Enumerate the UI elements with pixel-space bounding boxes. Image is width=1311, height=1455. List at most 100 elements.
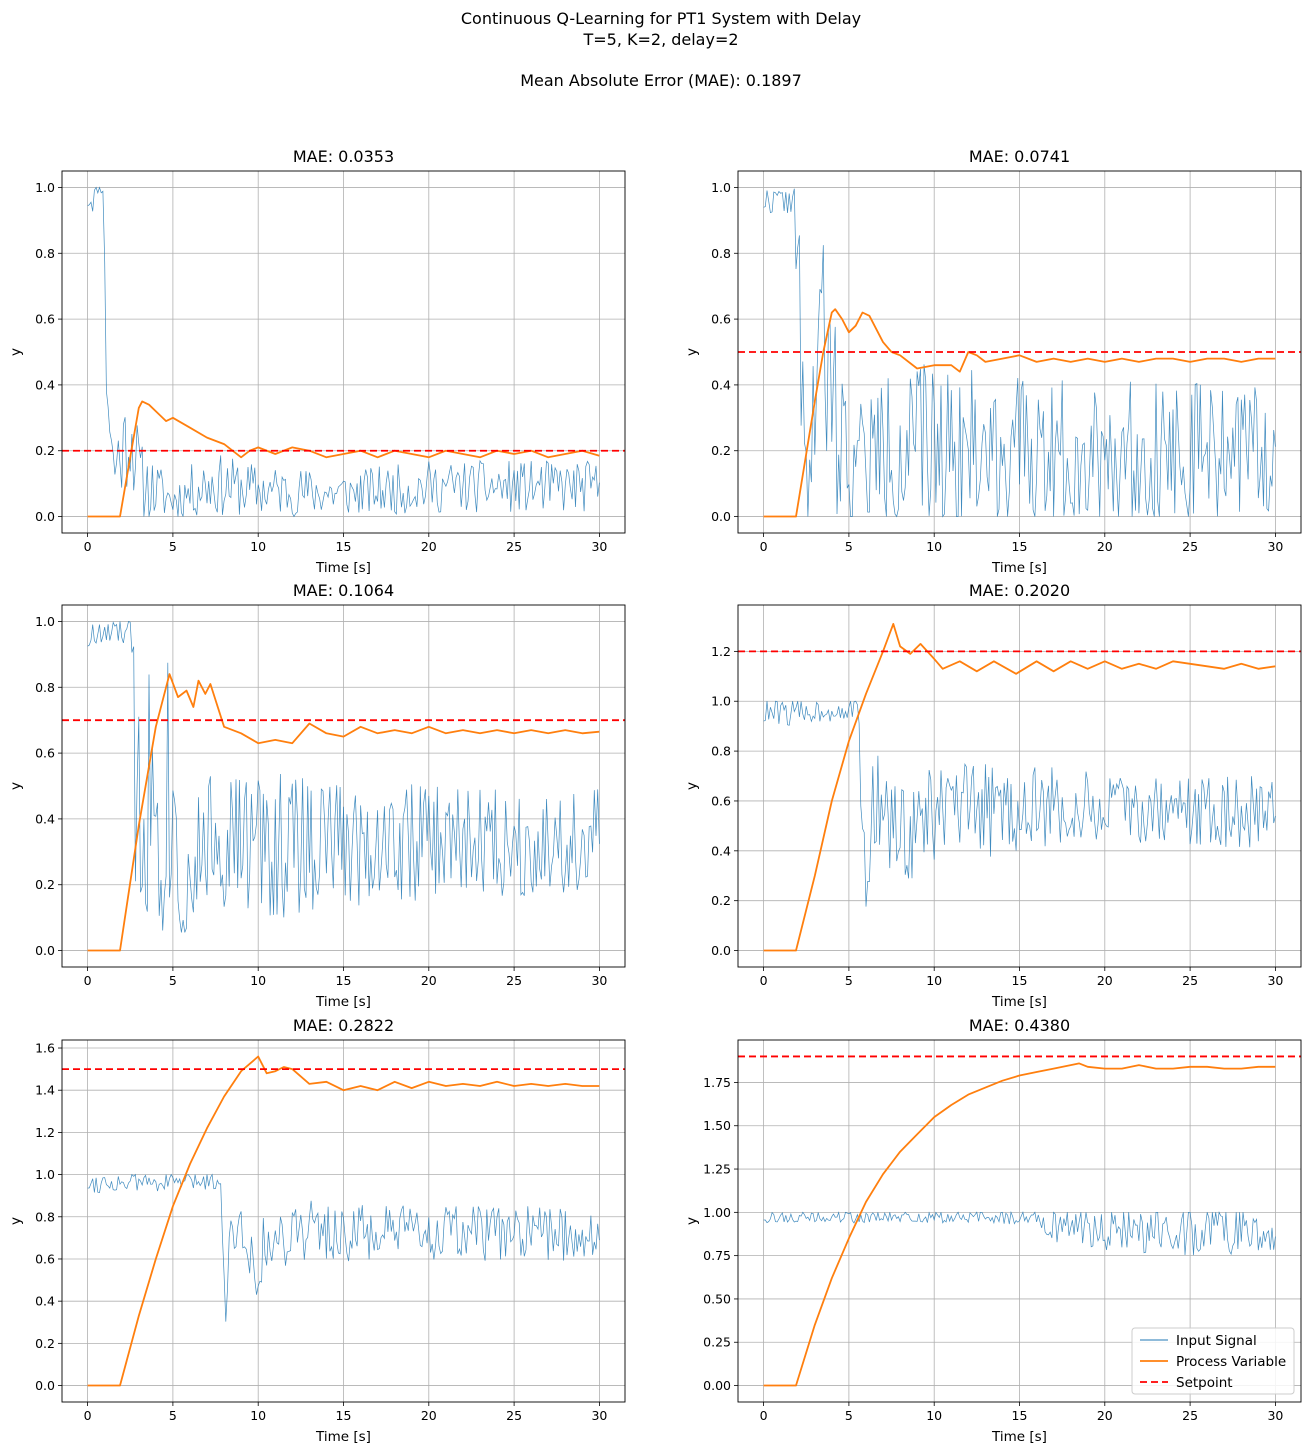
legend: Input Signal Process Variable Setpoint [1131,1327,1295,1395]
y-tick-label: 0.2 [35,1336,55,1351]
x-tick-label: 30 [591,1408,607,1423]
y-tick-label: 0.8 [711,744,731,759]
y-tick-label: 0.8 [35,246,55,261]
input-signal-line [87,186,600,518]
y-tick-label: 1.0 [711,180,731,195]
x-axis-label: Time [s] [315,1429,371,1445]
x-tick-label: 15 [336,539,352,554]
subplot-6: 0 5 10 15 20 25 30 0.00 0.25 0.50 0.75 1.00 1.25 1.50… [684,1016,1302,1445]
input-signal-line [763,1210,1276,1256]
y-tick-label: 0.0 [711,509,731,524]
y-tick-label: 0.75 [703,1248,731,1263]
x-tick-label: 20 [421,539,437,554]
x-tick-label: 0 [760,973,768,988]
x-axis-label: Time [s] [991,994,1047,1010]
x-tick-label: 5 [169,1408,177,1423]
subplot-title: MAE: 0.2822 [293,1016,394,1035]
x-tick-label: 20 [1097,539,1113,554]
y-tick-label: 0.0 [35,943,55,958]
x-tick-label: 15 [1012,973,1028,988]
y-tick-label: 1.2 [711,644,731,659]
x-axis-label: Time [s] [315,994,371,1010]
x-tick-label: 15 [1012,1408,1028,1423]
x-tick-label: 30 [591,539,607,554]
y-tick-label: 0.4 [711,377,731,392]
y-tick-label: 0.50 [703,1291,731,1306]
process-variable-line [763,623,1276,952]
x-tick-label: 20 [1097,1408,1113,1423]
y-tick-label: 0.0 [35,509,55,524]
x-tick-label: 20 [1097,973,1113,988]
figure-title-line-1: Continuous Q-Learning for PT1 System wit… [461,9,861,28]
x-tick-label: 10 [250,973,266,988]
subplot-title: MAE: 0.1064 [293,581,394,600]
process-variable-line [763,308,1276,518]
y-tick-label: 1.25 [703,1162,731,1177]
y-axis-label: y [684,1217,700,1225]
y-tick-label: 1.2 [35,1125,55,1140]
x-tick-label: 30 [591,973,607,988]
x-tick-label: 5 [845,1408,853,1423]
input-signal-line [763,700,1276,907]
process-variable-line [87,1055,600,1387]
legend-label: Process Variable [1176,1354,1286,1370]
input-signal-line [87,1173,600,1322]
y-tick-label: 0.8 [711,246,731,261]
x-tick-label: 5 [845,539,853,554]
input-signal-line [763,188,1276,518]
y-tick-label: 0.6 [35,312,55,327]
figure-title: Continuous Q-Learning for PT1 System wit… [461,9,861,90]
x-tick-label: 15 [336,973,352,988]
figure-title-line-2: T=5, K=2, delay=2 [582,30,738,49]
y-tick-label: 0.4 [35,377,55,392]
x-tick-label: 10 [926,973,942,988]
input-signal-line [87,621,600,933]
x-tick-label: 30 [1267,539,1283,554]
y-tick-label: 0.4 [35,811,55,826]
y-tick-label: 1.4 [35,1083,55,1098]
y-tick-label: 0.0 [711,943,731,958]
subplot-title: MAE: 0.4380 [969,1016,1070,1035]
x-tick-label: 25 [1182,1408,1198,1423]
y-tick-label: 1.0 [711,694,731,709]
x-tick-label: 25 [1182,539,1198,554]
y-tick-label: 0.25 [703,1335,731,1350]
y-tick-label: 1.0 [35,1167,55,1182]
y-tick-label: 1.0 [35,180,55,195]
x-tick-label: 10 [926,1408,942,1423]
y-tick-label: 0.6 [711,793,731,808]
y-tick-label: 0.6 [35,746,55,761]
subplot-title: MAE: 0.2020 [969,581,1070,600]
legend-label: Input Signal [1176,1333,1257,1349]
subplot-1: 0 5 10 15 20 25 30 0.0 0.2 0.4 0.6 0.8 1.0 MAE: 0.035… [8,147,626,576]
y-tick-label: 0.2 [35,443,55,458]
y-axis-label: y [8,348,24,356]
y-axis-label: y [684,348,700,356]
x-tick-label: 25 [506,539,522,554]
x-tick-label: 5 [169,973,177,988]
y-tick-label: 0.2 [711,443,731,458]
x-tick-label: 15 [1012,539,1028,554]
x-tick-label: 25 [506,1408,522,1423]
y-tick-label: 1.00 [703,1205,731,1220]
y-tick-label: 1.50 [703,1118,731,1133]
process-variable-line [763,1062,1276,1387]
x-tick-label: 0 [760,539,768,554]
y-tick-label: 1.75 [703,1075,731,1090]
y-tick-label: 0.00 [703,1378,731,1393]
x-axis-label: Time [s] [315,560,371,576]
y-tick-label: 0.4 [711,843,731,858]
x-tick-label: 30 [1267,973,1283,988]
legend-box [1131,1327,1295,1395]
subplot-4: 0 5 10 15 20 25 30 0.0 0.2 0.4 0.6 0.8 1.0 1.2 MAE: 0.… [684,581,1302,1010]
x-tick-label: 10 [250,1408,266,1423]
x-tick-label: 20 [421,1408,437,1423]
y-tick-label: 0.2 [711,893,731,908]
x-tick-label: 0 [84,973,92,988]
y-tick-label: 0.8 [35,680,55,695]
y-tick-label: 1.0 [35,614,55,629]
x-axis-label: Time [s] [991,560,1047,576]
x-tick-label: 10 [926,539,942,554]
y-tick-label: 1.6 [35,1041,55,1056]
